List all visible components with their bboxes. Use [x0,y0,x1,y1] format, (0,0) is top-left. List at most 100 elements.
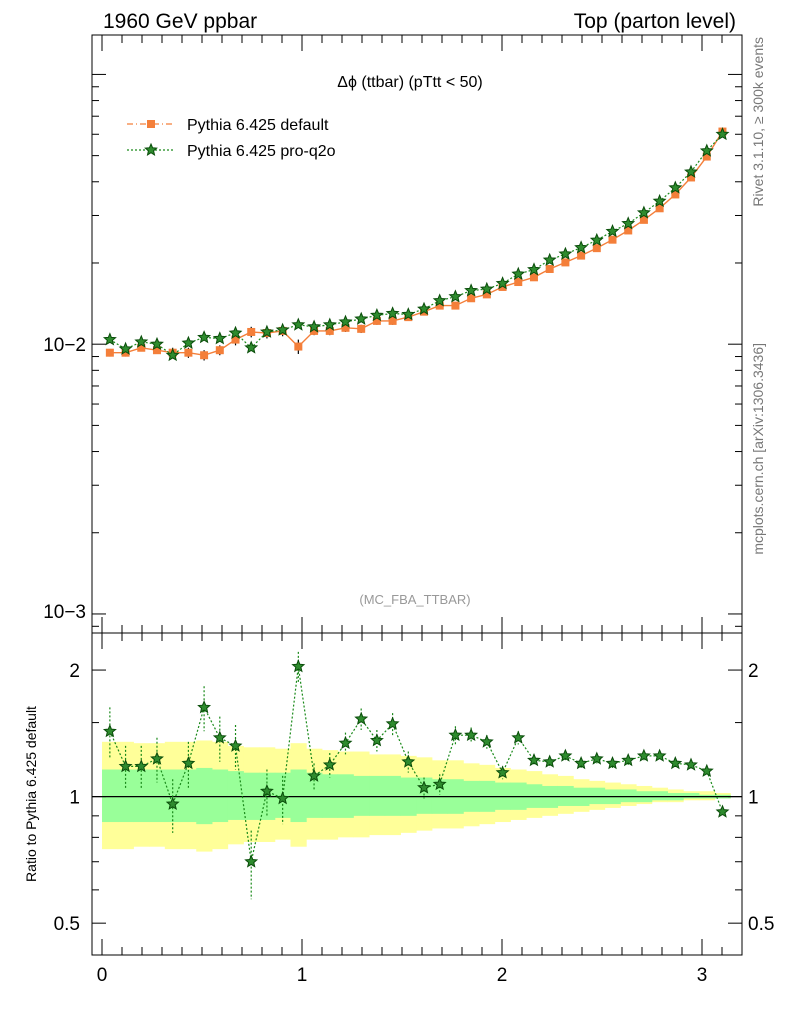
legend-marker-default [147,120,155,128]
ratio-point-pro-q2o [102,723,117,738]
point-pro-q2o [479,281,494,296]
ratio-point-pro-q2o [558,748,573,762]
ratio-y-tick-label-right: 1 [748,788,759,809]
point-default [608,235,617,244]
ratio-point-pro-q2o [636,748,651,762]
band-inner [149,769,166,823]
ratio-point-pro-q2o [150,751,164,765]
point-default [388,316,397,325]
point-default [482,290,491,299]
point-pro-q2o [322,317,337,331]
point-pro-q2o [291,317,306,331]
point-pro-q2o [385,306,400,320]
ratio-panel-frame [91,632,743,956]
point-pro-q2o [165,347,180,362]
point-pro-q2o [684,164,698,178]
ratio-plot-area [92,651,742,900]
ratio-point-pro-q2o [511,730,526,744]
band-inner [290,769,307,823]
point-pro-q2o [668,180,683,194]
ratio-point-pro-q2o [197,700,212,714]
ratio-point-pro-q2o [212,730,227,744]
point-default [561,258,570,267]
ratio-point-pro-q2o [401,754,416,768]
point-default [498,282,507,291]
main-y-tick-label: 10−3 [43,602,86,623]
point-pro-q2o [181,335,196,349]
point-pro-q2o [369,308,384,322]
point-pro-q2o [338,314,353,328]
ratio-point-pro-q2o [715,804,730,818]
ratio-point-pro-q2o [479,734,494,748]
point-pro-q2o [605,223,620,238]
band-inner [588,787,606,805]
ratio-point-pro-q2o [354,711,369,725]
point-pro-q2o [699,143,714,157]
point-default [514,278,523,287]
point-pro-q2o [197,330,212,344]
ratio-ylabel: Ratio to Pythia 6.425 default [23,706,39,882]
ratio-point-pro-q2o [259,783,274,798]
ratio-point-pro-q2o [495,765,510,779]
point-pro-q2o [715,126,730,141]
ratio-point-pro-q2o [307,768,322,782]
main-y-tick-label: 10−2 [43,335,86,356]
point-pro-q2o [354,311,369,325]
ratio-point-pro-q2o [369,733,384,747]
ratio-x-tick-label: 2 [497,965,508,986]
ratio-point-pro-q2o [275,791,290,805]
point-default [247,327,256,336]
point-default [310,326,319,335]
point-default [671,190,680,199]
point-pro-q2o [102,332,117,346]
point-pro-q2o [228,325,243,339]
band-inner [102,769,119,823]
band-inner [369,775,386,816]
legend-marker-pro-q2o [144,142,158,156]
point-default [545,264,554,273]
ratio-point-pro-q2o [118,759,133,773]
ratio-point-pro-q2o [134,759,149,773]
ratio-x-tick-label: 1 [297,965,308,986]
ratio-point-pro-q2o [527,752,541,767]
ratio-point-pro-q2o [464,727,479,742]
point-pro-q2o [542,252,557,266]
ratio-panel: 0.5 0.5 1 1 2 2 0 1 2 3 Ratio to Pythia 6.425 def… [23,632,774,986]
point-default [451,301,460,310]
point-pro-q2o [511,266,526,280]
point-pro-q2o [401,307,416,321]
point-pro-q2o [134,334,149,348]
point-default [655,204,664,213]
band-inner [384,775,401,816]
point-pro-q2o [558,246,573,260]
band-inner [117,769,134,823]
point-pro-q2o [589,232,604,247]
point-default [467,294,476,303]
point-default [372,316,381,325]
point-default [624,226,633,235]
ratio-point-pro-q2o [244,854,259,868]
point-default [639,215,648,224]
series-line-default [109,131,724,356]
ratio-y-tick-label-left: 2 [69,661,80,682]
ratio-point-pro-q2o [699,763,714,777]
point-default [121,348,130,357]
ratio-point-pro-q2o [448,727,463,742]
main-plot-area [102,126,730,362]
main-axes: 10−2 10−3 [43,35,742,633]
point-default [200,351,209,360]
ratio-point-pro-q2o [338,735,353,750]
point-default [215,346,224,355]
point-default [325,326,334,335]
main-title: Δϕ (ttbar) (pTtt < 50) [337,74,482,91]
band-inner [306,772,323,818]
ratio-point-pro-q2o [165,796,180,810]
point-pro-q2o [212,331,227,345]
point-pro-q2o [150,336,164,351]
point-pro-q2o [652,193,667,208]
watermark: (MC_FBA_TTBAR) [359,592,470,607]
ratio-point-pro-q2o [291,659,306,673]
point-pro-q2o [275,322,290,336]
band-inner [211,769,229,823]
